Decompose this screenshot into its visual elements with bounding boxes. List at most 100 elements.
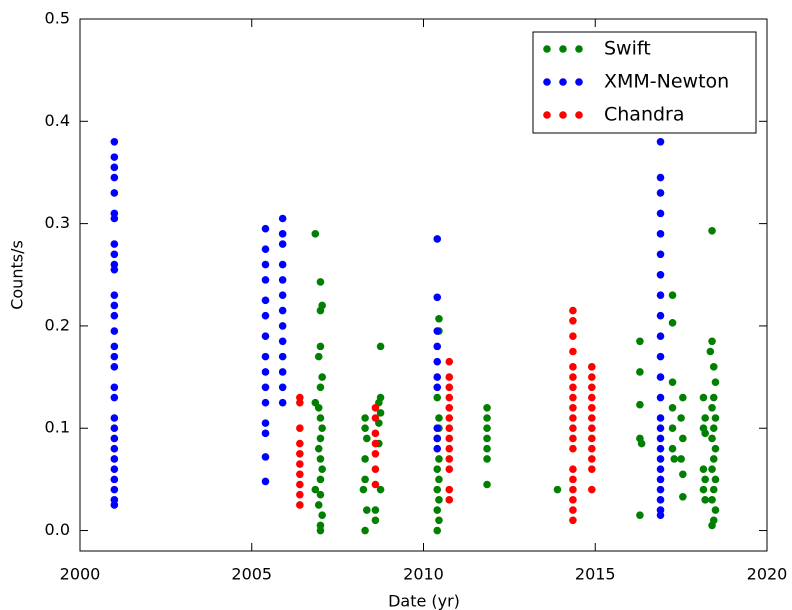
data-point xyxy=(588,363,596,371)
data-point xyxy=(296,490,304,499)
legend-label: XMM-Newton xyxy=(604,71,729,93)
data-point xyxy=(361,455,369,463)
plot-frame xyxy=(79,18,768,552)
data-point xyxy=(656,475,665,484)
data-point xyxy=(445,414,454,422)
legend-marker xyxy=(559,78,567,86)
data-point xyxy=(363,506,371,514)
data-point xyxy=(569,363,577,371)
data-point xyxy=(569,475,577,484)
data-point xyxy=(569,347,577,356)
data-point xyxy=(278,398,287,407)
data-point xyxy=(316,434,325,443)
legend-box xyxy=(532,31,757,134)
data-point xyxy=(110,153,119,161)
data-point xyxy=(445,485,454,494)
data-point xyxy=(445,455,454,463)
data-point xyxy=(261,352,270,361)
data-point xyxy=(316,278,325,286)
data-point xyxy=(569,506,577,514)
data-point xyxy=(261,332,270,340)
data-point xyxy=(261,276,270,284)
data-point xyxy=(569,444,577,453)
data-point xyxy=(110,265,119,274)
data-point xyxy=(483,480,491,489)
data-point xyxy=(445,383,454,392)
data-point xyxy=(588,434,596,443)
data-point xyxy=(588,373,596,381)
data-point xyxy=(278,291,287,300)
data-point xyxy=(278,260,287,269)
data-point xyxy=(278,306,287,315)
data-point xyxy=(656,311,665,320)
data-point xyxy=(445,444,454,453)
data-point xyxy=(371,516,380,525)
data-point xyxy=(483,424,491,433)
data-point xyxy=(110,465,119,473)
data-point xyxy=(699,393,708,402)
data-point xyxy=(361,414,369,422)
data-point xyxy=(361,526,369,535)
data-point xyxy=(433,393,442,402)
data-point xyxy=(711,506,720,514)
data-point xyxy=(314,444,323,453)
data-point xyxy=(588,414,596,422)
data-point xyxy=(699,485,708,494)
data-point xyxy=(588,383,596,392)
data-point xyxy=(278,337,287,346)
data-point xyxy=(435,414,443,422)
data-point xyxy=(656,414,665,422)
data-point xyxy=(636,337,644,346)
data-point xyxy=(296,439,304,448)
x-tick-label: 2005 xyxy=(231,565,272,584)
data-point xyxy=(569,373,577,381)
data-point xyxy=(316,526,325,535)
data-point xyxy=(376,409,385,417)
data-point xyxy=(483,455,491,463)
data-point xyxy=(435,475,443,484)
data-point xyxy=(435,496,443,504)
data-point xyxy=(445,496,454,504)
data-point xyxy=(656,373,665,381)
data-point xyxy=(433,357,442,366)
data-point xyxy=(110,311,119,320)
data-point xyxy=(668,319,677,327)
data-point xyxy=(110,383,119,392)
data-point xyxy=(318,424,326,433)
data-point xyxy=(701,429,709,438)
legend-marker xyxy=(559,45,567,53)
y-tick-label: 0.5 xyxy=(45,9,70,28)
data-point xyxy=(110,414,119,422)
data-point xyxy=(708,521,716,530)
data-point xyxy=(709,424,718,433)
data-point xyxy=(433,383,442,392)
data-point xyxy=(110,444,119,453)
data-point xyxy=(701,496,709,504)
data-point xyxy=(679,393,687,402)
data-point xyxy=(371,506,380,514)
data-point xyxy=(318,373,326,381)
data-point xyxy=(110,342,119,351)
data-point xyxy=(110,455,119,463)
data-point xyxy=(636,511,644,519)
data-point xyxy=(637,439,646,448)
data-point xyxy=(569,485,577,494)
data-point xyxy=(435,314,443,323)
data-point xyxy=(318,511,326,519)
data-point xyxy=(371,439,380,448)
data-point xyxy=(278,276,287,284)
data-point xyxy=(656,485,665,494)
data-point xyxy=(316,475,325,484)
data-point xyxy=(371,450,380,458)
data-point xyxy=(588,424,596,433)
data-point xyxy=(261,477,270,486)
x-tick-label: 2010 xyxy=(403,565,444,584)
data-point xyxy=(314,403,323,412)
data-point xyxy=(636,400,644,409)
data-point xyxy=(361,475,369,484)
data-point xyxy=(261,224,270,233)
data-point xyxy=(433,465,442,473)
data-point xyxy=(668,403,677,412)
data-point xyxy=(711,414,720,422)
data-point xyxy=(296,501,304,509)
